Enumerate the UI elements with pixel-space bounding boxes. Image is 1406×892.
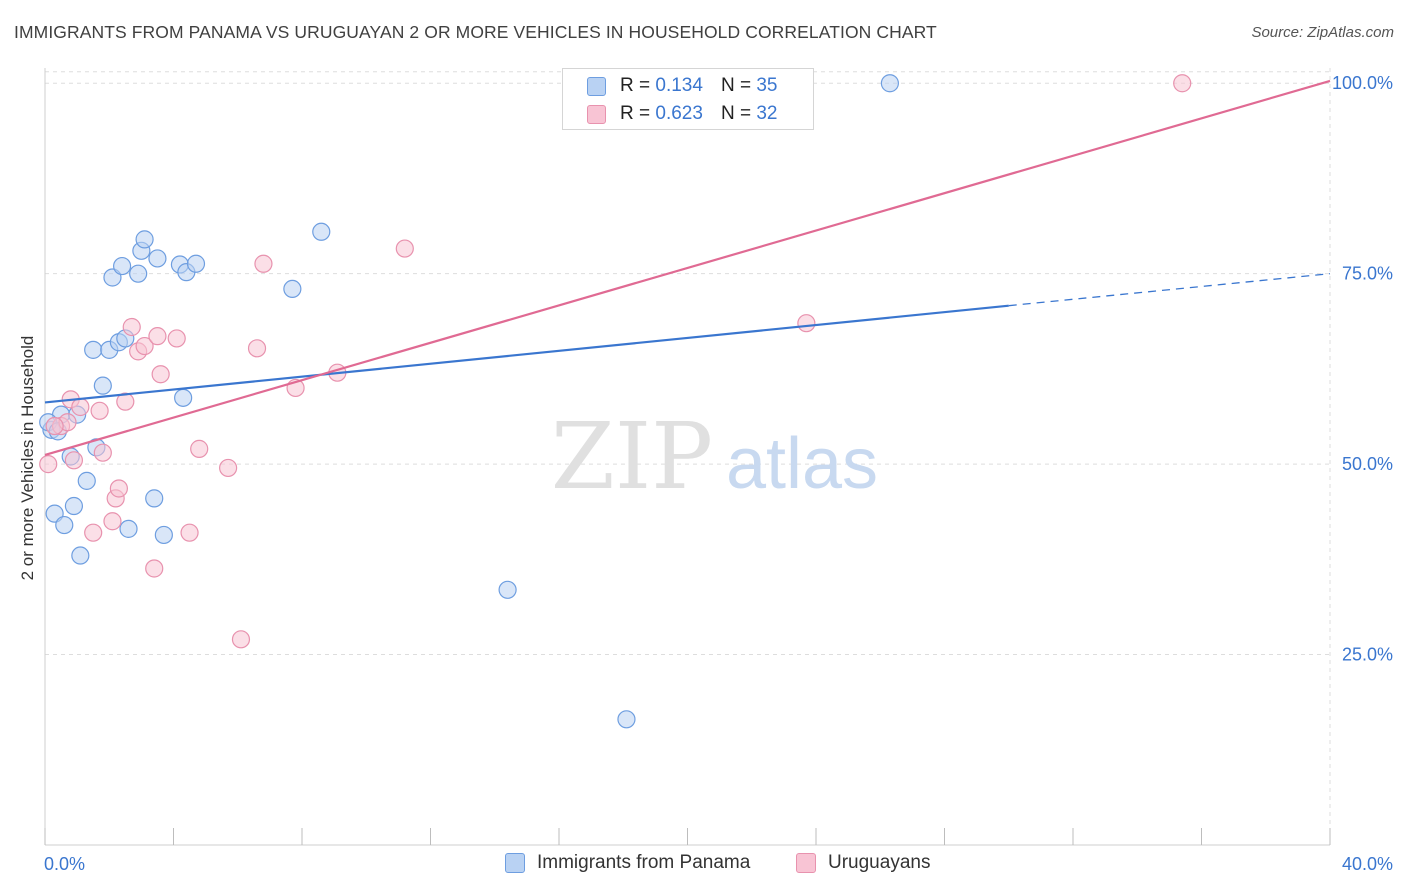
legend-r-value-panama: 0.134: [655, 75, 703, 96]
point-panama: [283, 279, 302, 299]
x-tick-label: 0.0%: [44, 854, 85, 874]
legend-r-value-uruguayans: 0.623: [655, 103, 703, 124]
point-panama: [174, 388, 193, 407]
point-panama: [71, 546, 90, 565]
y-tick-label: 50.0%: [1342, 454, 1393, 474]
series-legend-uruguayans[interactable]: Uruguayans: [796, 852, 930, 874]
point-uruguayans: [395, 239, 414, 258]
point-uruguayans: [167, 329, 186, 348]
legend-n-value-panama: 35: [756, 75, 778, 96]
point-panama: [55, 515, 74, 535]
point-panama: [186, 254, 206, 273]
y-tick-label: 75.0%: [1342, 264, 1393, 284]
point-uruguayans: [103, 512, 122, 531]
point-uruguayans: [45, 416, 64, 436]
point-uruguayans: [1173, 74, 1192, 93]
legend-n-label: N =: [720, 103, 752, 124]
legend-row-uruguayans: R = 0.623 N = 32: [587, 101, 777, 127]
point-uruguayans: [90, 401, 109, 420]
point-uruguayans: [190, 439, 209, 458]
point-uruguayans: [109, 479, 128, 498]
y-tick-label: 100.0%: [1332, 73, 1393, 93]
legend-r-label: R =: [620, 75, 651, 96]
legend-r-label: R =: [620, 103, 651, 124]
trend-line-uruguayans: [44, 79, 1331, 457]
point-uruguayans: [219, 458, 238, 478]
points-layer: [39, 74, 1192, 729]
point-panama: [64, 496, 84, 516]
tick-label-layer: 25.0% 50.0% 75.0% 100.0% 0.0% 40.0%: [44, 73, 1393, 874]
point-panama: [119, 519, 138, 538]
trend-layer: [44, 79, 1331, 457]
trend-line-panama: [44, 304, 1009, 404]
trend-line-panama-extension: [1008, 273, 1331, 307]
legend: R = 0.134 N = 35 R = 0.623 N = 32: [562, 68, 814, 130]
series-swatch-uruguayans: [796, 853, 816, 873]
point-uruguayans: [254, 254, 273, 273]
point-panama: [148, 249, 167, 268]
series-legend-panama[interactable]: Immigrants from Panama: [505, 852, 750, 874]
point-panama: [84, 340, 103, 359]
series-label-panama: Immigrants from Panama: [537, 852, 751, 873]
point-panama: [617, 710, 636, 729]
point-panama: [145, 489, 164, 508]
source-label: Source: ZipAtlas.com: [1251, 24, 1394, 41]
point-uruguayans: [116, 392, 135, 411]
point-panama: [129, 264, 148, 283]
legend-row-panama: R = 0.134 N = 35: [587, 73, 777, 99]
point-uruguayans: [247, 339, 267, 358]
point-uruguayans: [84, 523, 103, 542]
point-panama: [312, 222, 331, 241]
point-uruguayans: [93, 443, 112, 462]
point-uruguayans: [71, 397, 90, 417]
point-panama: [154, 525, 173, 545]
point-panama: [93, 376, 112, 395]
point-uruguayans: [151, 365, 170, 384]
point-uruguayans: [180, 523, 199, 542]
x-tick-label: 40.0%: [1342, 854, 1393, 874]
point-uruguayans: [122, 317, 141, 337]
point-panama: [112, 256, 132, 276]
watermark-atlas: atlas: [726, 424, 878, 504]
point-uruguayans: [135, 336, 154, 356]
point-uruguayans: [64, 451, 84, 470]
point-panama: [77, 471, 96, 490]
point-panama: [880, 74, 899, 93]
series-legend: Immigrants from Panama Uruguayans: [0, 852, 1406, 878]
watermark: ZIP atlas: [551, 403, 878, 510]
watermark-zip: ZIP: [551, 403, 713, 510]
y-tick-label: 25.0%: [1342, 645, 1393, 665]
point-uruguayans: [39, 455, 58, 474]
legend-swatch-uruguayans: [587, 104, 606, 124]
legend-swatch-panama: [587, 76, 606, 96]
series-label-uruguayans: Uruguayans: [828, 852, 931, 873]
point-panama: [135, 230, 154, 249]
legend-n-label: N =: [720, 75, 752, 96]
legend-n-value-uruguayans: 32: [756, 103, 778, 124]
point-panama: [498, 580, 517, 599]
point-uruguayans: [797, 314, 816, 333]
chart-title: IMMIGRANTS FROM PANAMA VS URUGUAYAN 2 OR…: [14, 22, 937, 42]
point-uruguayans: [145, 559, 164, 578]
point-uruguayans: [148, 327, 167, 346]
series-swatch-panama: [505, 853, 525, 873]
point-uruguayans: [231, 630, 251, 649]
